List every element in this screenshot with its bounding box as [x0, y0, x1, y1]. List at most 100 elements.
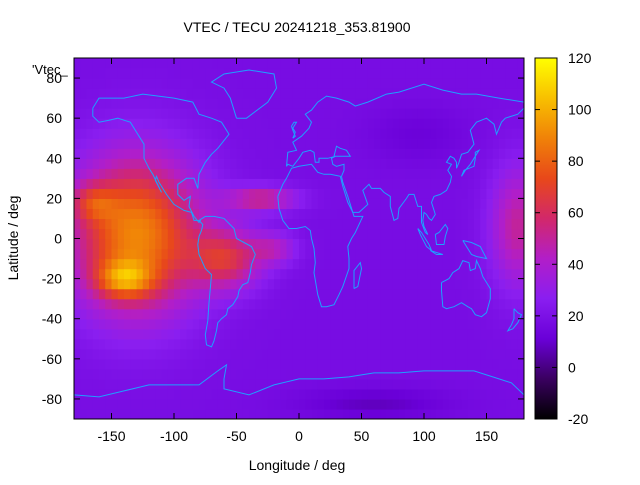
heat-cell [267, 318, 275, 330]
heat-cell [155, 98, 163, 109]
heat-cell [517, 78, 524, 89]
heat-cell [117, 128, 125, 139]
heat-cell [517, 298, 524, 310]
heat-cell [486, 248, 494, 260]
heat-cell [461, 158, 469, 169]
heat-cell [449, 188, 456, 199]
heat-cell [261, 138, 269, 149]
heat-cell [205, 158, 213, 169]
heat-cell [367, 328, 375, 340]
heat-cell [424, 178, 431, 189]
heat-cell [324, 248, 331, 260]
heat-cell [511, 358, 519, 370]
heat-cell [330, 388, 338, 400]
heat-cell [317, 398, 325, 410]
heat-cell [330, 298, 338, 310]
heat-cell [242, 358, 250, 370]
heat-cell [161, 68, 169, 79]
heat-cell [292, 398, 300, 410]
heat-cell [111, 218, 119, 230]
heat-cell [255, 328, 263, 340]
heat-cell [449, 298, 456, 310]
heat-cell [186, 238, 194, 250]
heat-cell [305, 298, 313, 310]
heat-cell [155, 298, 163, 310]
heat-cell [74, 158, 81, 169]
heat-cell [155, 78, 163, 89]
heat-cell [99, 258, 106, 270]
heat-cell [80, 248, 88, 260]
heat-cell [405, 258, 413, 270]
heat-cell [317, 278, 325, 290]
heat-cell [349, 88, 356, 99]
heat-cell [424, 378, 431, 390]
heat-cell [199, 138, 206, 149]
heat-cell [361, 388, 369, 400]
heat-cell [411, 328, 419, 340]
heat-cell [386, 358, 394, 370]
heat-cell [417, 298, 425, 310]
heat-cell [324, 78, 331, 89]
heat-cell [211, 128, 219, 139]
heat-cell [74, 378, 81, 390]
heat-cell [511, 98, 519, 109]
heat-cell [336, 228, 344, 240]
heat-cell [336, 318, 344, 330]
heat-cell [299, 158, 306, 169]
heat-cell [242, 148, 250, 159]
heat-cell [180, 378, 188, 390]
heat-cell [161, 218, 169, 230]
heat-cell [111, 318, 119, 330]
heat-cell [274, 368, 281, 380]
heat-cell [355, 318, 363, 330]
heat-cell [124, 88, 131, 99]
heat-cell [249, 348, 256, 360]
heat-cell [517, 138, 524, 149]
heat-cell [286, 378, 294, 390]
heat-cell [205, 198, 213, 210]
heat-cell [336, 218, 344, 230]
heat-cell [317, 328, 325, 340]
heat-cell [392, 188, 400, 199]
x-tick-label: 100 [412, 428, 436, 444]
heat-cell [142, 378, 150, 390]
heat-cell [286, 328, 294, 340]
heat-cell [192, 338, 200, 350]
heat-cell [261, 148, 269, 159]
heat-cell [324, 338, 331, 350]
heat-cell [467, 388, 475, 400]
heat-cell [174, 328, 181, 340]
y-tick-label: 60 [46, 110, 62, 126]
heat-cell [274, 248, 281, 260]
heat-cell [211, 158, 219, 169]
heat-cell [205, 178, 213, 189]
heat-cell [149, 328, 156, 340]
heat-cell [105, 158, 113, 169]
heat-cell [224, 388, 231, 400]
heat-cell [424, 398, 431, 410]
heat-cell [236, 138, 244, 149]
heat-cell [142, 258, 150, 270]
heat-cell [505, 318, 513, 330]
heat-cell [467, 398, 475, 410]
heat-cell [342, 158, 350, 169]
heat-cell [330, 148, 338, 159]
heat-cell [155, 58, 163, 69]
heat-cell [261, 268, 269, 280]
heat-cell [180, 358, 188, 370]
heat-cell [442, 218, 450, 230]
heat-cell [311, 378, 319, 390]
heat-cell [305, 128, 313, 139]
heat-cell [467, 378, 475, 390]
heat-cell [461, 348, 469, 360]
heat-cell [467, 238, 475, 250]
heat-cell [217, 288, 225, 300]
heat-cell [92, 108, 100, 119]
heat-cell [417, 258, 425, 270]
heat-cell [124, 208, 131, 220]
heat-cell [474, 398, 481, 410]
heat-cell [242, 208, 250, 220]
heat-cell [286, 288, 294, 300]
heat-cell [261, 178, 269, 189]
heat-cell [217, 388, 225, 400]
